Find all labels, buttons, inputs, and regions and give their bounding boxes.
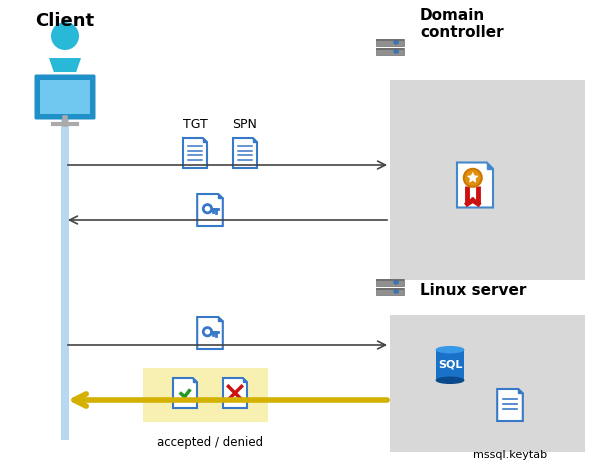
- FancyBboxPatch shape: [376, 288, 404, 295]
- Polygon shape: [218, 194, 223, 198]
- Polygon shape: [197, 194, 223, 226]
- Polygon shape: [518, 389, 523, 394]
- Ellipse shape: [436, 377, 464, 384]
- FancyBboxPatch shape: [376, 48, 404, 55]
- Text: Client: Client: [35, 12, 95, 30]
- Circle shape: [395, 41, 398, 44]
- Circle shape: [394, 41, 397, 44]
- FancyBboxPatch shape: [61, 118, 69, 440]
- FancyBboxPatch shape: [436, 350, 464, 380]
- Circle shape: [464, 169, 482, 187]
- Ellipse shape: [436, 346, 464, 353]
- Polygon shape: [243, 378, 247, 382]
- FancyBboxPatch shape: [390, 315, 585, 452]
- Text: accepted / denied: accepted / denied: [157, 436, 263, 449]
- Circle shape: [51, 22, 79, 50]
- Polygon shape: [233, 138, 257, 168]
- Circle shape: [395, 281, 398, 284]
- Polygon shape: [197, 317, 223, 349]
- FancyBboxPatch shape: [376, 279, 404, 281]
- Circle shape: [394, 290, 397, 293]
- FancyBboxPatch shape: [376, 39, 404, 41]
- Text: Linux server: Linux server: [420, 283, 526, 298]
- Text: TGT: TGT: [182, 118, 208, 131]
- FancyBboxPatch shape: [40, 80, 90, 114]
- Polygon shape: [49, 58, 81, 72]
- FancyBboxPatch shape: [376, 279, 404, 286]
- Polygon shape: [193, 378, 197, 382]
- Polygon shape: [173, 378, 197, 408]
- Polygon shape: [218, 317, 223, 322]
- FancyBboxPatch shape: [376, 288, 404, 290]
- FancyBboxPatch shape: [376, 48, 404, 50]
- Polygon shape: [487, 162, 493, 169]
- Text: SPN: SPN: [233, 118, 257, 131]
- Polygon shape: [497, 389, 523, 421]
- FancyBboxPatch shape: [143, 368, 268, 422]
- Text: SQL: SQL: [438, 359, 462, 369]
- Polygon shape: [223, 378, 247, 408]
- Polygon shape: [253, 138, 257, 142]
- Circle shape: [394, 50, 397, 53]
- FancyBboxPatch shape: [35, 74, 95, 119]
- Polygon shape: [183, 138, 207, 168]
- Circle shape: [395, 290, 398, 293]
- Polygon shape: [203, 138, 207, 142]
- FancyBboxPatch shape: [390, 80, 585, 280]
- Text: Domain
controller: Domain controller: [420, 8, 503, 40]
- Polygon shape: [467, 172, 478, 182]
- Text: mssql.keytab: mssql.keytab: [473, 450, 547, 460]
- Polygon shape: [457, 162, 493, 207]
- Circle shape: [394, 281, 397, 284]
- Circle shape: [395, 50, 398, 53]
- FancyBboxPatch shape: [376, 39, 404, 46]
